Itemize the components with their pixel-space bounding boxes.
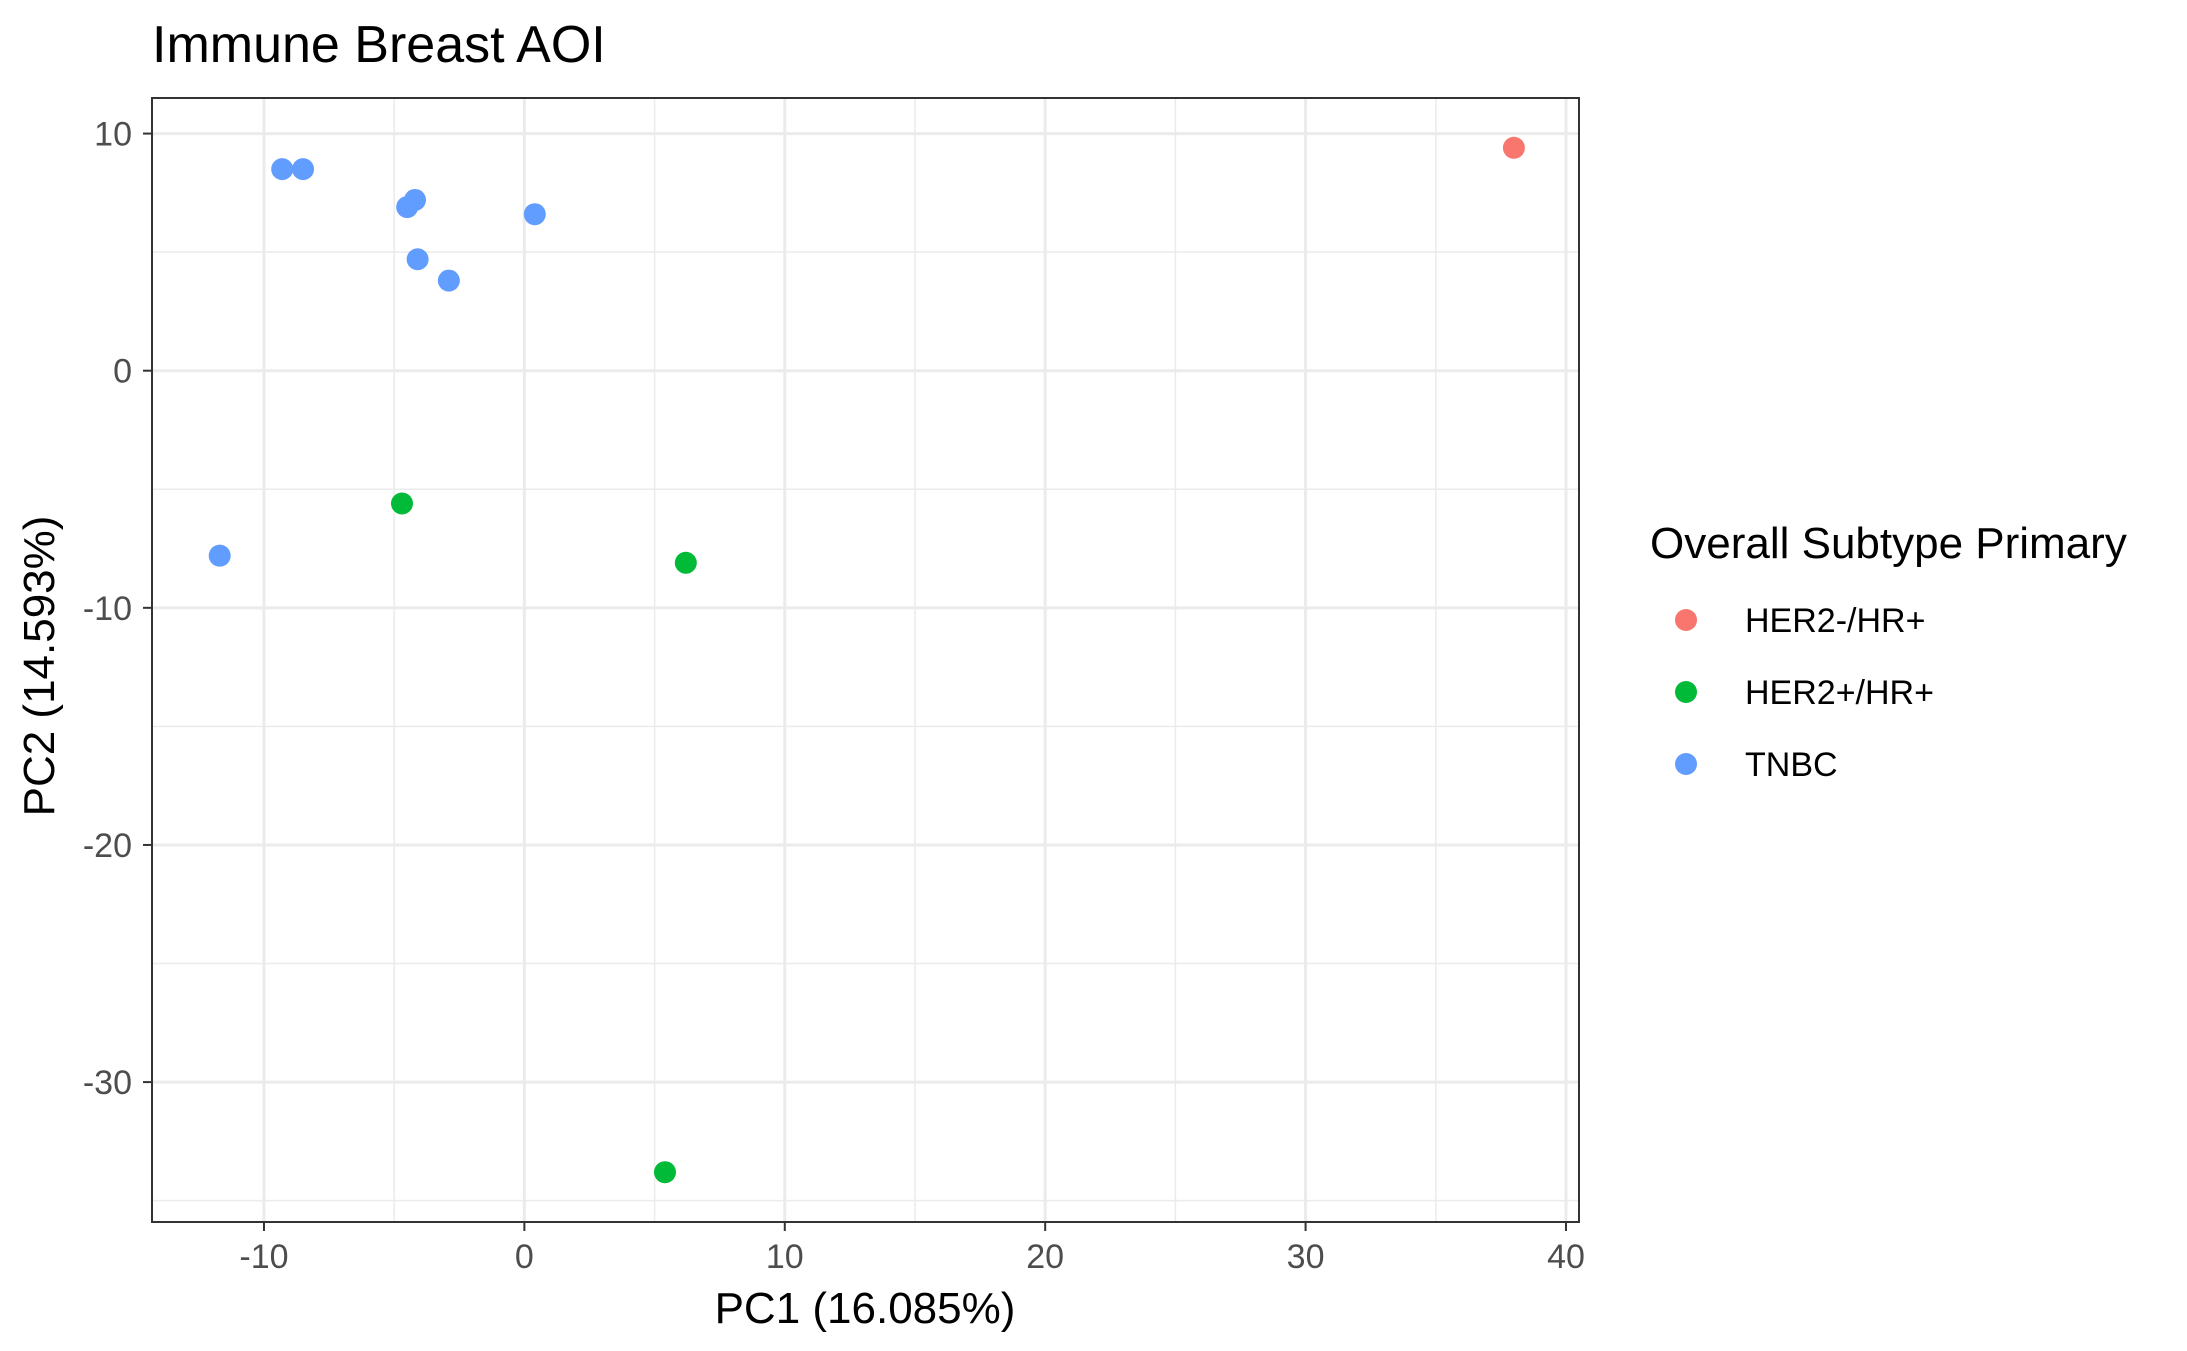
legend-items: HER2-/HR+ HER2+/HR+ TNBC bbox=[1675, 602, 1934, 784]
x-tick-label: 40 bbox=[1547, 1238, 1585, 1276]
data-point-tnbc bbox=[404, 188, 427, 211]
chart-title: Immune Breast AOI bbox=[152, 16, 606, 74]
y-axis-label: PC2 (14.593%) bbox=[15, 516, 64, 817]
legend-label-her2-hr: HER2+/HR+ bbox=[1745, 674, 1934, 712]
x-tick-label: 30 bbox=[1287, 1238, 1325, 1276]
y-tick-label: 0 bbox=[113, 353, 132, 391]
data-point-tnbc bbox=[271, 158, 294, 181]
x-tick-label: 0 bbox=[515, 1238, 534, 1276]
data-point-tnbc bbox=[437, 269, 460, 292]
data-point-her2-hr bbox=[653, 1161, 676, 1184]
legend-label-tnbc: TNBC bbox=[1745, 746, 1838, 784]
legend: Overall Subtype Primary HER2-/HR+ HER2+/H… bbox=[1650, 519, 2127, 784]
x-tick-label: -10 bbox=[239, 1238, 288, 1276]
data-point-tnbc bbox=[406, 248, 429, 271]
legend-key-her2-hr bbox=[1675, 681, 1697, 703]
x-tick-label: 10 bbox=[766, 1238, 804, 1276]
legend-key-her2-hr bbox=[1675, 609, 1697, 631]
data-point-her2-hr bbox=[674, 551, 697, 574]
data-point-tnbc bbox=[523, 203, 546, 226]
legend-title: Overall Subtype Primary bbox=[1650, 519, 2127, 568]
x-axis-label: PC1 (16.085%) bbox=[715, 1284, 1016, 1333]
legend-key-tnbc bbox=[1675, 753, 1697, 775]
y-tick-label: 10 bbox=[94, 116, 132, 154]
y-tick-label: -10 bbox=[83, 590, 132, 628]
plot-panel: -10 0 10 20 30 40 10 0 -10 -20 -30 bbox=[83, 97, 1585, 1276]
panel-border bbox=[151, 97, 1580, 1223]
data-point-her2-hr bbox=[1502, 136, 1525, 159]
legend-label-her2-hr: HER2-/HR+ bbox=[1745, 602, 1925, 640]
y-tick-label: -20 bbox=[83, 827, 132, 865]
data-point-her2-hr bbox=[390, 492, 413, 515]
data-point-tnbc bbox=[292, 158, 315, 181]
x-tick-label: 20 bbox=[1026, 1238, 1064, 1276]
y-tick-label: -30 bbox=[83, 1064, 132, 1102]
data-point-tnbc bbox=[208, 544, 231, 567]
